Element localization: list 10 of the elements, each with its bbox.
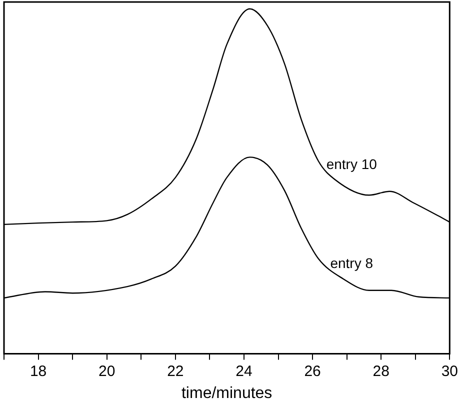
series-label: entry 8 (330, 254, 374, 271)
x-axis-title: time/minutes (181, 384, 272, 402)
x-tick-label: 30 (441, 362, 458, 380)
x-tick-label: 22 (167, 362, 184, 380)
x-tick-label: 26 (304, 362, 321, 380)
x-tick-label: 18 (30, 362, 47, 380)
x-tick-label: 20 (98, 362, 116, 380)
series-label: entry 10 (326, 156, 378, 172)
x-tick-label: 24 (236, 362, 252, 380)
x-tick-label: 28 (372, 362, 390, 380)
